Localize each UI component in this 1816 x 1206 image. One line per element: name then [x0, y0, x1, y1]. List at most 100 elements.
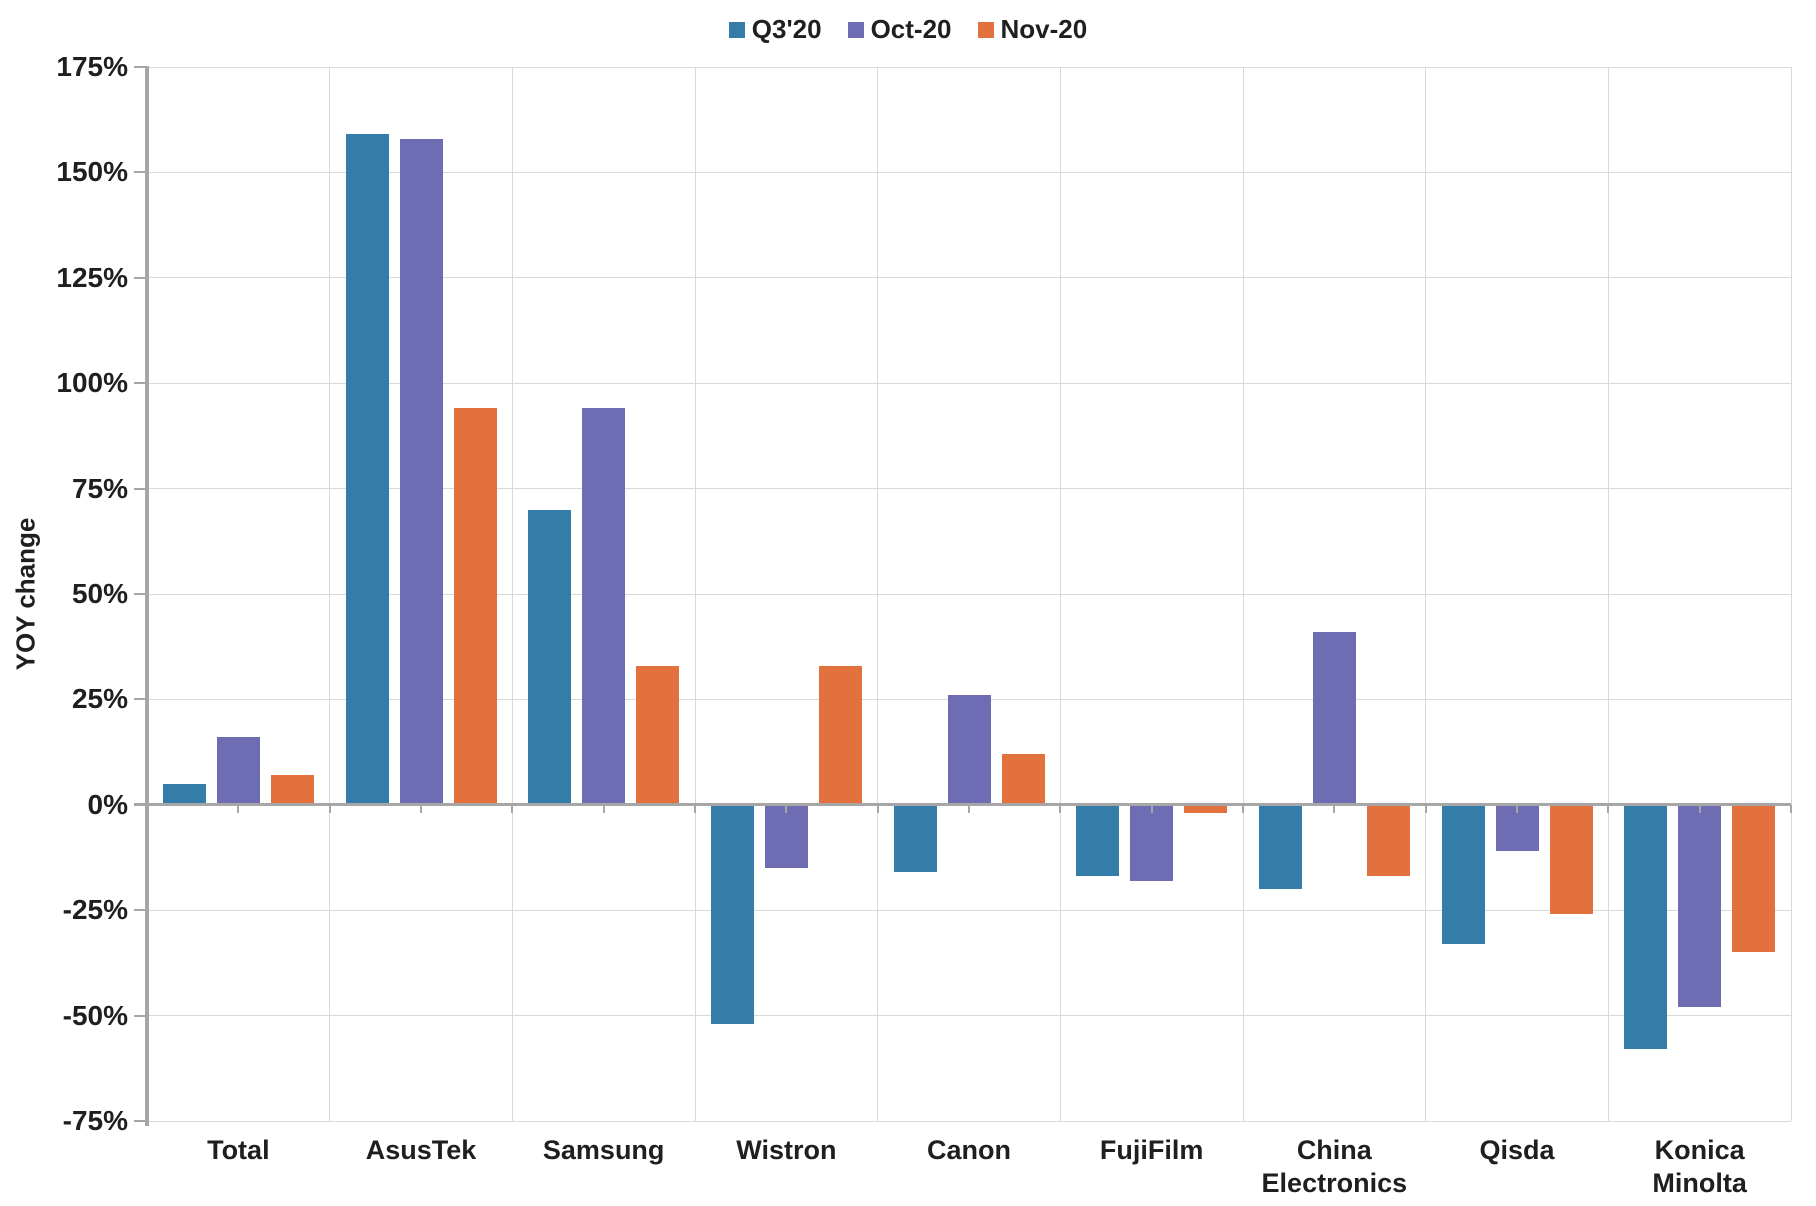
legend-swatch [977, 21, 994, 38]
y-tick-label: 100% [56, 367, 128, 399]
bar [270, 775, 314, 805]
bar [764, 804, 808, 869]
legend-item: Oct-20 [847, 14, 952, 45]
bar [947, 695, 991, 805]
x-axis-tick [602, 804, 605, 813]
y-tick-label: -50% [62, 999, 128, 1031]
bar [1001, 754, 1045, 805]
y-axis-tick [134, 698, 147, 701]
category-label: FujiFilm [1099, 1135, 1204, 1165]
category-label: Konica Minolta [1652, 1135, 1747, 1198]
x-axis-tick [968, 804, 970, 813]
y-axis-tick [134, 487, 147, 490]
y-tick-label: 25% [71, 683, 128, 715]
category-separator [1059, 67, 1061, 1121]
bar [1184, 804, 1228, 814]
x-axis-tick [328, 804, 331, 813]
y-tick-label: 0% [87, 788, 128, 820]
category-separator [694, 67, 696, 1121]
bar [453, 408, 497, 805]
category-label: Total [207, 1135, 270, 1165]
bar [1366, 804, 1410, 877]
bar [1678, 804, 1722, 1008]
category-label: Canon [926, 1135, 1011, 1165]
bar [528, 509, 572, 805]
y-tick-label: 150% [56, 156, 128, 188]
x-axis-tick [785, 804, 788, 813]
category-label: China Electronics [1261, 1135, 1408, 1198]
x-axis-tick [694, 804, 696, 813]
y-axis-tick [134, 66, 147, 68]
x-axis-tick [1607, 804, 1610, 813]
category-separator [1607, 67, 1609, 1121]
x-axis-tick [876, 804, 879, 813]
category-separator [1242, 67, 1244, 1121]
y-axis-line [145, 66, 149, 1126]
bar [399, 138, 443, 805]
y-tick-label: 125% [56, 261, 128, 293]
legend: Q3'20 Oct-20 Nov-20 [0, 14, 1816, 45]
bar [818, 665, 862, 805]
y-axis-tick [134, 593, 147, 595]
gridline [147, 277, 1791, 279]
bar [710, 804, 754, 1025]
x-axis-tick [1150, 804, 1153, 813]
legend-item: Q3'20 [728, 14, 822, 45]
gridline [147, 171, 1791, 173]
legend-label: Q3'20 [751, 14, 822, 44]
legend-label: Nov-20 [1000, 14, 1088, 44]
y-axis-title: YOY change [10, 517, 41, 671]
y-axis-tick [134, 171, 147, 174]
legend-swatch [847, 21, 864, 38]
bar [1312, 631, 1356, 805]
x-axis-tick [1516, 804, 1518, 813]
category-separator [329, 67, 331, 1121]
x-axis-tick [237, 804, 240, 813]
x-axis-tick [1698, 804, 1701, 813]
category-separator [877, 67, 879, 1121]
legend-label: Oct-20 [870, 14, 952, 44]
bar [1732, 804, 1776, 953]
bar [1549, 804, 1593, 915]
gridline [147, 488, 1791, 490]
category-separator [1790, 67, 1792, 1121]
x-axis-tick [1333, 804, 1336, 813]
y-axis-tick [134, 276, 147, 279]
x-axis-tick [420, 804, 422, 813]
category-separator [511, 67, 513, 1121]
gridline [147, 909, 1791, 911]
x-axis-tick [1790, 804, 1792, 813]
gridline [147, 66, 1791, 68]
bar [162, 783, 206, 805]
bar [1130, 804, 1174, 881]
y-axis-tick [134, 382, 147, 385]
y-tick-label: -25% [62, 894, 128, 926]
legend-item: Nov-20 [977, 14, 1088, 45]
zero-axis-line [134, 803, 1791, 807]
bar [893, 804, 937, 873]
y-axis-tick [134, 1120, 147, 1122]
category-label: Wistron [736, 1135, 837, 1165]
gridline [147, 593, 1791, 595]
y-tick-label: 175% [56, 51, 128, 82]
x-axis-tick [511, 804, 514, 813]
y-tick-label: 75% [71, 472, 128, 504]
bar [1076, 804, 1120, 877]
y-axis-tick [134, 909, 147, 912]
gridline [147, 382, 1791, 384]
y-tick-label: -75% [62, 1105, 128, 1136]
x-axis-tick [1424, 804, 1427, 813]
x-axis-tick [1059, 804, 1062, 813]
bar [1258, 804, 1302, 890]
y-tick-label: 50% [71, 578, 128, 609]
x-axis-tick [1242, 804, 1244, 813]
bar [582, 408, 626, 805]
category-label: Qisda [1479, 1135, 1555, 1165]
y-axis-tick [134, 1014, 147, 1017]
legend-swatch [728, 21, 745, 38]
bar [216, 737, 260, 805]
category-separator [1425, 67, 1427, 1121]
category-label: AsusTek [365, 1135, 477, 1165]
bar [636, 665, 680, 805]
